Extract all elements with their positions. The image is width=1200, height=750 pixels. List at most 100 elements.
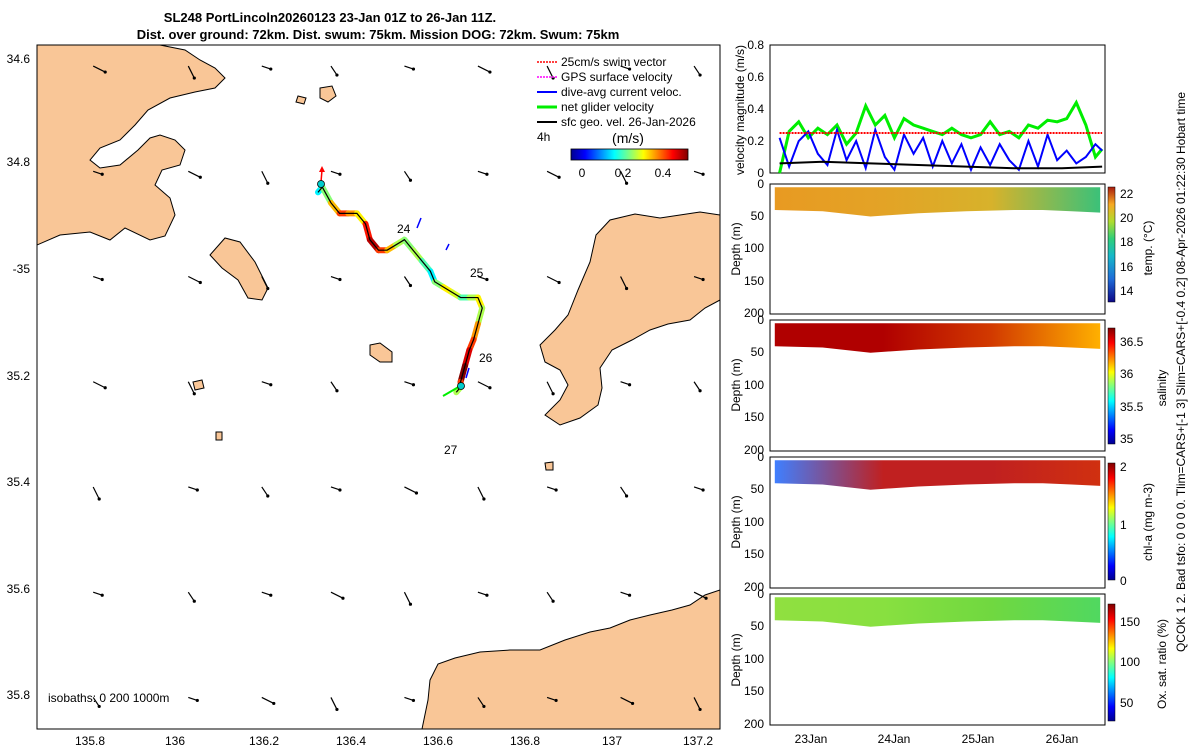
current-arrow-head: [698, 707, 702, 712]
current-arrow-head: [335, 389, 339, 393]
chl-section-fill: [774, 460, 1101, 490]
temp-section-fill: [774, 187, 1101, 217]
current-arrow-head: [411, 698, 416, 703]
velocity-line-sfc: [779, 160, 1103, 170]
current-arrow: [477, 65, 491, 73]
current-arrow: [92, 486, 100, 500]
current-arrow: [693, 65, 701, 76]
current-arrow-head: [624, 286, 629, 291]
current-vector-24: [416, 217, 422, 229]
ox-cbar-tick-100: 100: [1120, 655, 1140, 669]
time-xtick-24jan: 24Jan: [878, 732, 911, 746]
chl-ylabel: Depth (m): [729, 495, 743, 548]
map-xtick-5: 136.8: [510, 734, 540, 748]
current-arrow-head: [482, 704, 486, 709]
current-arrow: [620, 486, 628, 497]
oxygen-section-fill: [774, 597, 1101, 627]
salinity-colorbar-label: salinity: [1155, 370, 1169, 407]
current-arrow: [693, 697, 701, 710]
current-arrow-head: [701, 277, 705, 282]
vel-ytick-0.2: 0.2: [747, 134, 764, 148]
current-arrow: [187, 65, 195, 79]
map-legend: 25cm/s swim vector GPS surface velocity …: [537, 55, 696, 180]
current-arrow: [92, 381, 106, 389]
current-arrow-head: [485, 593, 489, 597]
track-end-marker: [457, 382, 465, 390]
chl-colorbar-label: chl-a (mg m-3): [1141, 483, 1155, 561]
ox-ytick-150: 150: [744, 684, 764, 698]
current-arrow-head: [554, 488, 558, 492]
current-arrow: [620, 696, 633, 704]
legend-label-gps: GPS surface velocity: [561, 70, 672, 84]
current-arrow-head: [100, 277, 104, 282]
temp-ytick-150: 150: [744, 274, 764, 288]
current-arrow: [546, 170, 560, 178]
sal-cbar-tick-35.5: 35.5: [1120, 400, 1144, 414]
sal-cbar-tick-36.5: 36.5: [1120, 335, 1144, 349]
current-arrow-head: [269, 593, 273, 597]
chl-cbar-tick-1: 1: [1120, 518, 1127, 532]
current-arrow: [546, 591, 554, 602]
map-panel: 24 25 26 27 25cm/s swim vector GPS surfa…: [7, 44, 721, 748]
current-arrow-head: [488, 70, 492, 74]
sal-cbar-tick-35: 35: [1120, 432, 1134, 446]
ox-ytick-200: 200: [744, 717, 764, 731]
current-arrow-head: [704, 596, 708, 600]
current-arrow-head: [97, 704, 101, 709]
map-xtick-1: 136: [165, 734, 185, 748]
chl-ytick-100: 100: [744, 515, 764, 529]
map-ytick-2: -35: [13, 262, 31, 276]
land-island-3: [369, 342, 393, 363]
vel-ytick-0.4: 0.4: [747, 102, 764, 116]
current-arrow-head: [701, 488, 705, 492]
map-xtick-0: 135.8: [75, 734, 105, 748]
velocity-series: [778, 99, 1104, 174]
time-xtick-25jan: 25Jan: [962, 732, 995, 746]
salinity-panel: 36.5 36 35.5 35 salinity Depth (m) 0 50 …: [729, 313, 1169, 457]
current-arrow-head: [411, 67, 416, 71]
temp-cbar-tick-22: 22: [1120, 187, 1134, 201]
velocity-ylabel: velocity magnitude (m/s): [733, 45, 747, 175]
land-kangaroo-island: [421, 589, 720, 729]
current-vector-25: [445, 243, 450, 251]
land-layer: [37, 45, 720, 729]
current-arrow: [404, 486, 417, 494]
temp-cbar-tick-20: 20: [1120, 211, 1134, 225]
velocity-panel: 0.8 0.6 0.4 0.2 0 velocity magnitude (m/…: [733, 38, 1106, 180]
current-arrow: [330, 381, 338, 392]
current-arrow-head: [408, 283, 413, 288]
current-arrow-head: [627, 67, 632, 71]
current-arrow-head: [195, 698, 199, 703]
map-colorbar-tick-2: 0.4: [655, 166, 672, 180]
velocity-line-net: [778, 99, 1104, 174]
day-label-24: 24: [397, 222, 411, 236]
temp-ytick-50: 50: [751, 209, 765, 223]
temp-cbar-tick-14: 14: [1120, 284, 1134, 298]
current-arrow: [546, 65, 554, 79]
ox-ytick-0: 0: [757, 587, 764, 601]
map-axis-ticks: 135.8 136 136.2 136.4 136.6 136.8 137 13…: [7, 52, 714, 748]
current-arrow-head: [341, 596, 345, 600]
legend-label-geo: sfc geo. vel. 26-Jan-2026: [561, 115, 696, 129]
ox-ytick-100: 100: [744, 652, 764, 666]
sal-cbar-tick-36: 36: [1120, 367, 1134, 381]
map-ytick-4: 35.4: [7, 475, 31, 489]
legend-label-net: net glider velocity: [561, 100, 654, 114]
map-colorbar-tick-0: 0: [579, 166, 586, 180]
isobaths-label: isobaths: 0 200 1000m: [48, 691, 169, 705]
current-arrow: [261, 486, 269, 497]
current-arrow-head: [335, 707, 339, 712]
current-arrow-head: [266, 494, 270, 498]
chl-ytick-200: 200: [744, 580, 764, 594]
legend-4h-label: 4h: [537, 130, 550, 144]
current-arrow-head: [335, 73, 339, 77]
current-arrow-head: [272, 701, 276, 706]
current-arrow-head: [266, 286, 270, 291]
current-arrow: [188, 275, 201, 284]
current-arrow-head: [100, 172, 104, 176]
map-xtick-6: 137: [602, 734, 622, 748]
current-arrow: [620, 171, 628, 184]
current-arrow: [330, 65, 338, 76]
current-arrow: [477, 486, 485, 500]
temp-ytick-0: 0: [757, 177, 764, 191]
